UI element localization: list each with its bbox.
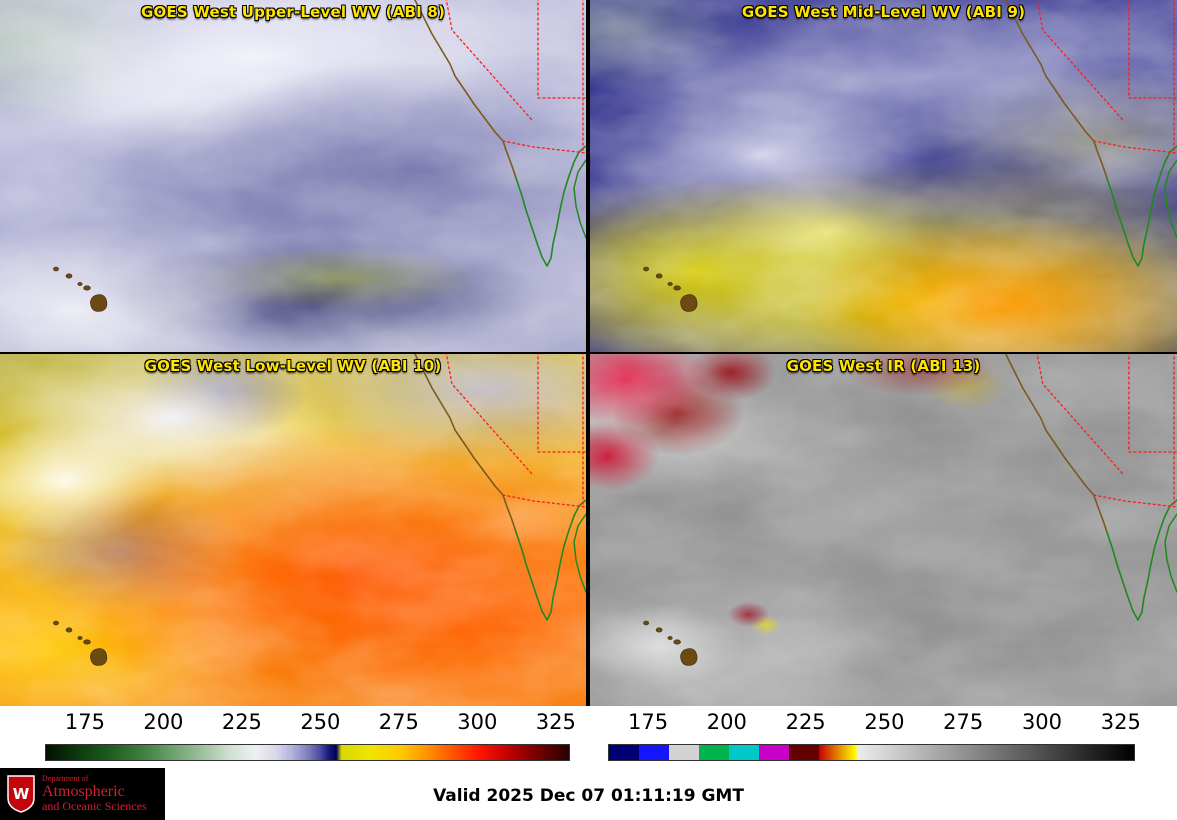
logo-name-line-1: Atmospheric: [42, 782, 125, 800]
tick-label: 275: [378, 710, 419, 734]
uw-aos-logo: W Department of Atmospheric and Oceanic …: [0, 768, 165, 820]
tick-label: 250: [864, 710, 905, 734]
panel-ir: GOES West IR (ABI 13): [590, 354, 1177, 706]
panel-title-ir: GOES West IR (ABI 13): [786, 357, 981, 375]
tick-label: 325: [535, 710, 576, 734]
colorbar-strip: 175 200 225 250 275 300 325 175 200 225 …: [0, 706, 1177, 768]
map-overlay-abi10: [0, 354, 586, 706]
tick-label: 225: [785, 710, 826, 734]
ir-temperature-colorbar: [608, 744, 1135, 761]
wv-colorbar-ticks: 175 200 225 250 275 300 325: [45, 710, 576, 738]
tick-label: 300: [457, 710, 498, 734]
logo-dept-line: Department of: [42, 774, 89, 784]
tick-label: 225: [221, 710, 262, 734]
tick-label: 175: [64, 710, 105, 734]
map-overlay-abi13: [590, 354, 1177, 706]
panel-upper-level-wv: GOES West Upper-Level WV (ABI 8): [0, 0, 586, 352]
tick-label: 200: [706, 710, 747, 734]
tick-label: 250: [300, 710, 341, 734]
panel-low-level-wv: GOES West Low-Level WV (ABI 10): [0, 354, 586, 706]
tick-label: 175: [628, 710, 669, 734]
panel-title-upper-wv: GOES West Upper-Level WV (ABI 8): [140, 3, 446, 21]
uw-crest-icon: W: [7, 775, 35, 813]
footer: W Department of Atmospheric and Oceanic …: [0, 768, 1177, 820]
tick-label: 200: [143, 710, 184, 734]
logo-text: Department of Atmospheric and Oceanic Sc…: [42, 774, 147, 814]
panel-mid-level-wv: GOES West Mid-Level WV (ABI 9): [590, 0, 1177, 352]
map-overlay-abi9: [590, 0, 1177, 352]
panel-title-mid-wv: GOES West Mid-Level WV (ABI 9): [741, 3, 1026, 21]
map-overlay-abi8: [0, 0, 586, 352]
tick-label: 325: [1100, 710, 1141, 734]
logo-name-line-2: and Oceanic Sciences: [42, 799, 147, 814]
valid-time-label: Valid 2025 Dec 07 01:11:19 GMT: [433, 786, 744, 806]
tick-label: 300: [1021, 710, 1063, 734]
panel-title-low-wv: GOES West Low-Level WV (ABI 10): [144, 357, 442, 375]
wv-temperature-colorbar: [45, 744, 570, 761]
tick-label: 275: [943, 710, 984, 734]
ir-colorbar-ticks: 175 200 225 250 275 300 325: [608, 710, 1141, 738]
crest-letter: W: [13, 785, 30, 803]
